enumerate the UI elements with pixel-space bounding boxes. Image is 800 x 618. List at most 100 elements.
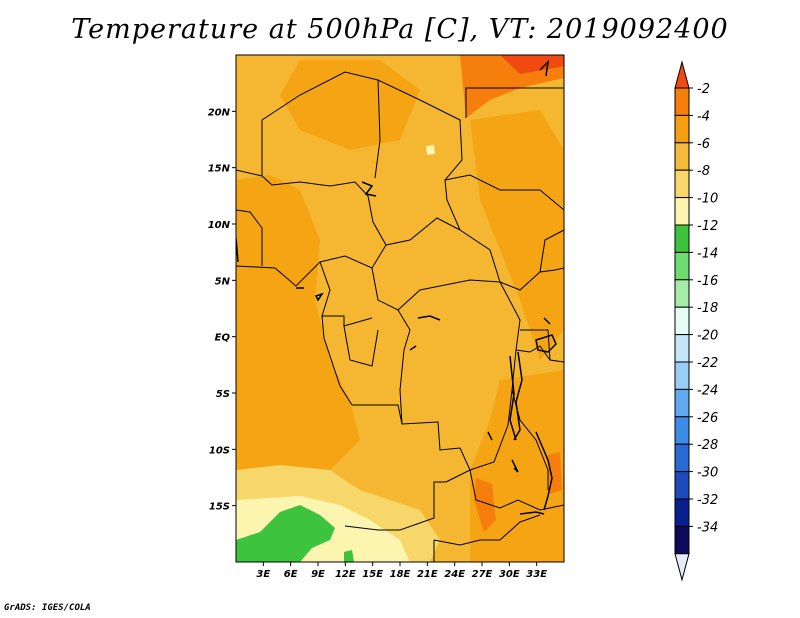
colorbar-label: -18 [697, 301, 718, 316]
border-line [515, 345, 551, 361]
colorbar-label: -6 [697, 137, 710, 152]
colorbar-label: -16 [697, 274, 718, 289]
colorbar-label: -10 [697, 192, 718, 207]
lake-outline [409, 345, 417, 351]
colorbar-label: -8 [697, 164, 710, 179]
lon-tick-label: 30E [499, 569, 520, 580]
border-line [236, 209, 263, 266]
colorbar-label: -34 [697, 520, 718, 535]
colorbar-swatch [674, 361, 690, 390]
colorbar-label: -24 [697, 383, 718, 398]
colorbar-label: -20 [697, 329, 718, 344]
colorbar-label: -32 [697, 493, 718, 508]
lake-outline [543, 317, 551, 325]
lat-tick-label: 10N [208, 220, 231, 231]
colorbar-label: -26 [697, 411, 718, 426]
colorbar-swatch [674, 388, 690, 418]
lon-tick-label: 33E [526, 569, 547, 580]
colorbar: -2 -4 -6 -8 -10 -12 -14 -16 -18 -20 -22 -24 -26 -28 -3… [674, 60, 718, 582]
border-line [319, 261, 373, 327]
colorbar-label: -30 [697, 466, 718, 481]
colorbar-label: -12 [697, 219, 718, 234]
colorbar-label: -28 [697, 438, 718, 453]
lon-tick-label: 21E [417, 569, 438, 580]
border-line [352, 404, 461, 451]
border-line [397, 309, 411, 425]
colorbar-swatch [674, 471, 690, 500]
colorbar-label: -22 [697, 356, 718, 371]
colorbar-swatch [674, 334, 690, 363]
field-pale-spot [426, 145, 435, 155]
lat-tick-label: 20N [208, 107, 231, 118]
colorbar-swatch [674, 525, 690, 555]
lake-outline [513, 351, 523, 441]
lake-outline [487, 431, 493, 441]
colorbar-swatch [674, 443, 690, 473]
grads-credit: GrADS: IGES/COLA [4, 603, 91, 613]
field-southwest-green [236, 505, 335, 562]
field-southeast-hot [474, 478, 496, 532]
colorbar-swatch [674, 142, 690, 171]
colorbar-swatch [674, 87, 690, 116]
lat-tick-label: 15N [208, 164, 231, 175]
border-line [465, 87, 564, 118]
border-line [444, 174, 564, 211]
colorbar-bottom-arrow [674, 553, 690, 582]
lake-outline [539, 59, 550, 77]
border-line [343, 325, 379, 367]
field-northeast-hot [460, 55, 564, 118]
lat-tick-label: 5S [216, 389, 230, 400]
border-line [321, 315, 353, 406]
longitude-axis: 3E 6E 9E 12E 15E 18E 21E 24E 27E 30E 33E [256, 562, 547, 580]
lake-outline [511, 459, 519, 473]
lake-outline [519, 511, 545, 515]
field-west-warm [236, 175, 360, 480]
lon-tick-label: 3E [256, 569, 270, 580]
coastlines-and-lakes [236, 59, 557, 515]
colorbar-swatch [674, 498, 690, 527]
lat-tick-label: EQ [215, 333, 231, 344]
border-line [459, 281, 521, 471]
chart-title: Temperature at 500hPa [C], VT: 201909240… [71, 14, 729, 45]
lon-tick-label: 27E [472, 569, 493, 580]
lake-outline [361, 181, 377, 197]
field-northeast-hottest [500, 55, 564, 74]
lon-tick-label: 18E [390, 569, 411, 580]
colorbar-top-arrow [674, 60, 690, 89]
border-line [344, 481, 446, 531]
lon-tick-label: 15E [362, 569, 383, 580]
colorbar-swatch [674, 279, 690, 308]
colorbar-swatch [674, 169, 690, 199]
lake-outline [535, 431, 553, 511]
lake-outline [509, 355, 517, 441]
latitude-axis: 20N 15N 10N 5N EQ 5S 10S 15S [208, 107, 236, 513]
lon-tick-label: 12E [335, 569, 356, 580]
border-line [539, 229, 564, 273]
country-borders [236, 71, 564, 562]
field-green-patch [344, 550, 354, 562]
lat-tick-label: 5N [215, 276, 231, 287]
colorbar-label: -2 [697, 82, 710, 97]
border-line [371, 267, 501, 311]
lake-outline [417, 315, 441, 321]
field-north-warm [280, 60, 420, 150]
lake-outline [314, 292, 324, 302]
colorbar-label: -4 [697, 109, 710, 124]
border-line [372, 217, 461, 246]
lon-tick-label: 9E [311, 569, 325, 580]
field-east-warm [470, 110, 564, 360]
colorbar-swatch [674, 416, 690, 445]
colorbar-swatch [674, 114, 690, 144]
border-line [433, 514, 541, 546]
border-line [261, 71, 381, 179]
border-line [377, 79, 463, 231]
colorbar-swatch [674, 306, 690, 336]
lat-tick-label: 10S [209, 445, 230, 456]
lake-outline [535, 334, 557, 353]
lon-tick-label: 6E [284, 569, 298, 580]
border-line [459, 229, 564, 291]
lon-tick-label: 24E [444, 569, 465, 580]
border-line [520, 329, 564, 363]
colorbar-swatch [674, 224, 690, 253]
